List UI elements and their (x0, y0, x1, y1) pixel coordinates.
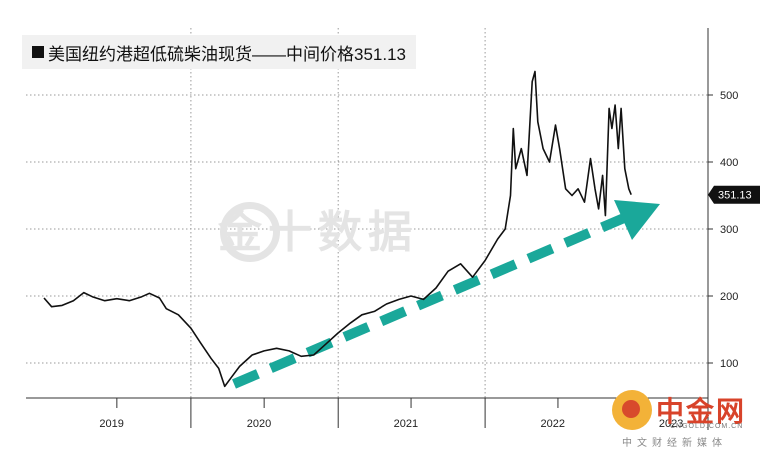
trend-arrow (232, 213, 626, 389)
x-tick-label-2021: 2021 (394, 418, 418, 430)
y-tick-label-300: 300 (720, 224, 738, 236)
logo-tagline: 中文财经新媒体 (622, 438, 727, 449)
chart-title: 美国纽约港超低硫柴油现货——中间价格351.13 (22, 35, 416, 69)
x-tick-label-2019: 2019 (99, 418, 123, 430)
watermark-text: 金十数据 (218, 207, 418, 258)
x-tick-label-2020: 2020 (247, 418, 271, 430)
last-value-text: 351.13 (718, 190, 752, 202)
chart-title-text: 美国纽约港超低硫柴油现货——中间价格351.13 (48, 44, 406, 64)
y-tick-label-200: 200 (720, 291, 738, 303)
logo-mark-icon (612, 390, 652, 430)
x-axis: 2019 2020 2021 2022 2023 (26, 397, 708, 430)
x-tick-label-2022: 2022 (541, 418, 565, 430)
y-tick-label-400: 400 (720, 157, 738, 169)
watermark-icon (220, 202, 280, 262)
site-logo: 中金网 CNGOLD.COM.CN 中文财经新媒体 (612, 388, 762, 449)
x-tick-label-2023: 2023 (659, 418, 683, 430)
y-tick-label-100: 100 (720, 358, 738, 370)
gridlines (26, 28, 708, 398)
last-value-label: 351.13 (708, 185, 760, 204)
last-value-tag (708, 185, 760, 204)
logo-name: 中金网 (656, 395, 747, 428)
trend-arrow-head (614, 200, 660, 240)
logo-url: CNGOLD.COM.CN (670, 423, 744, 430)
y-tick-label-500: 500 (720, 90, 738, 102)
series-line-diesel (43, 70, 632, 388)
y-axis: 100 200 300 400 500 (707, 28, 738, 430)
title-square-icon (32, 46, 44, 58)
